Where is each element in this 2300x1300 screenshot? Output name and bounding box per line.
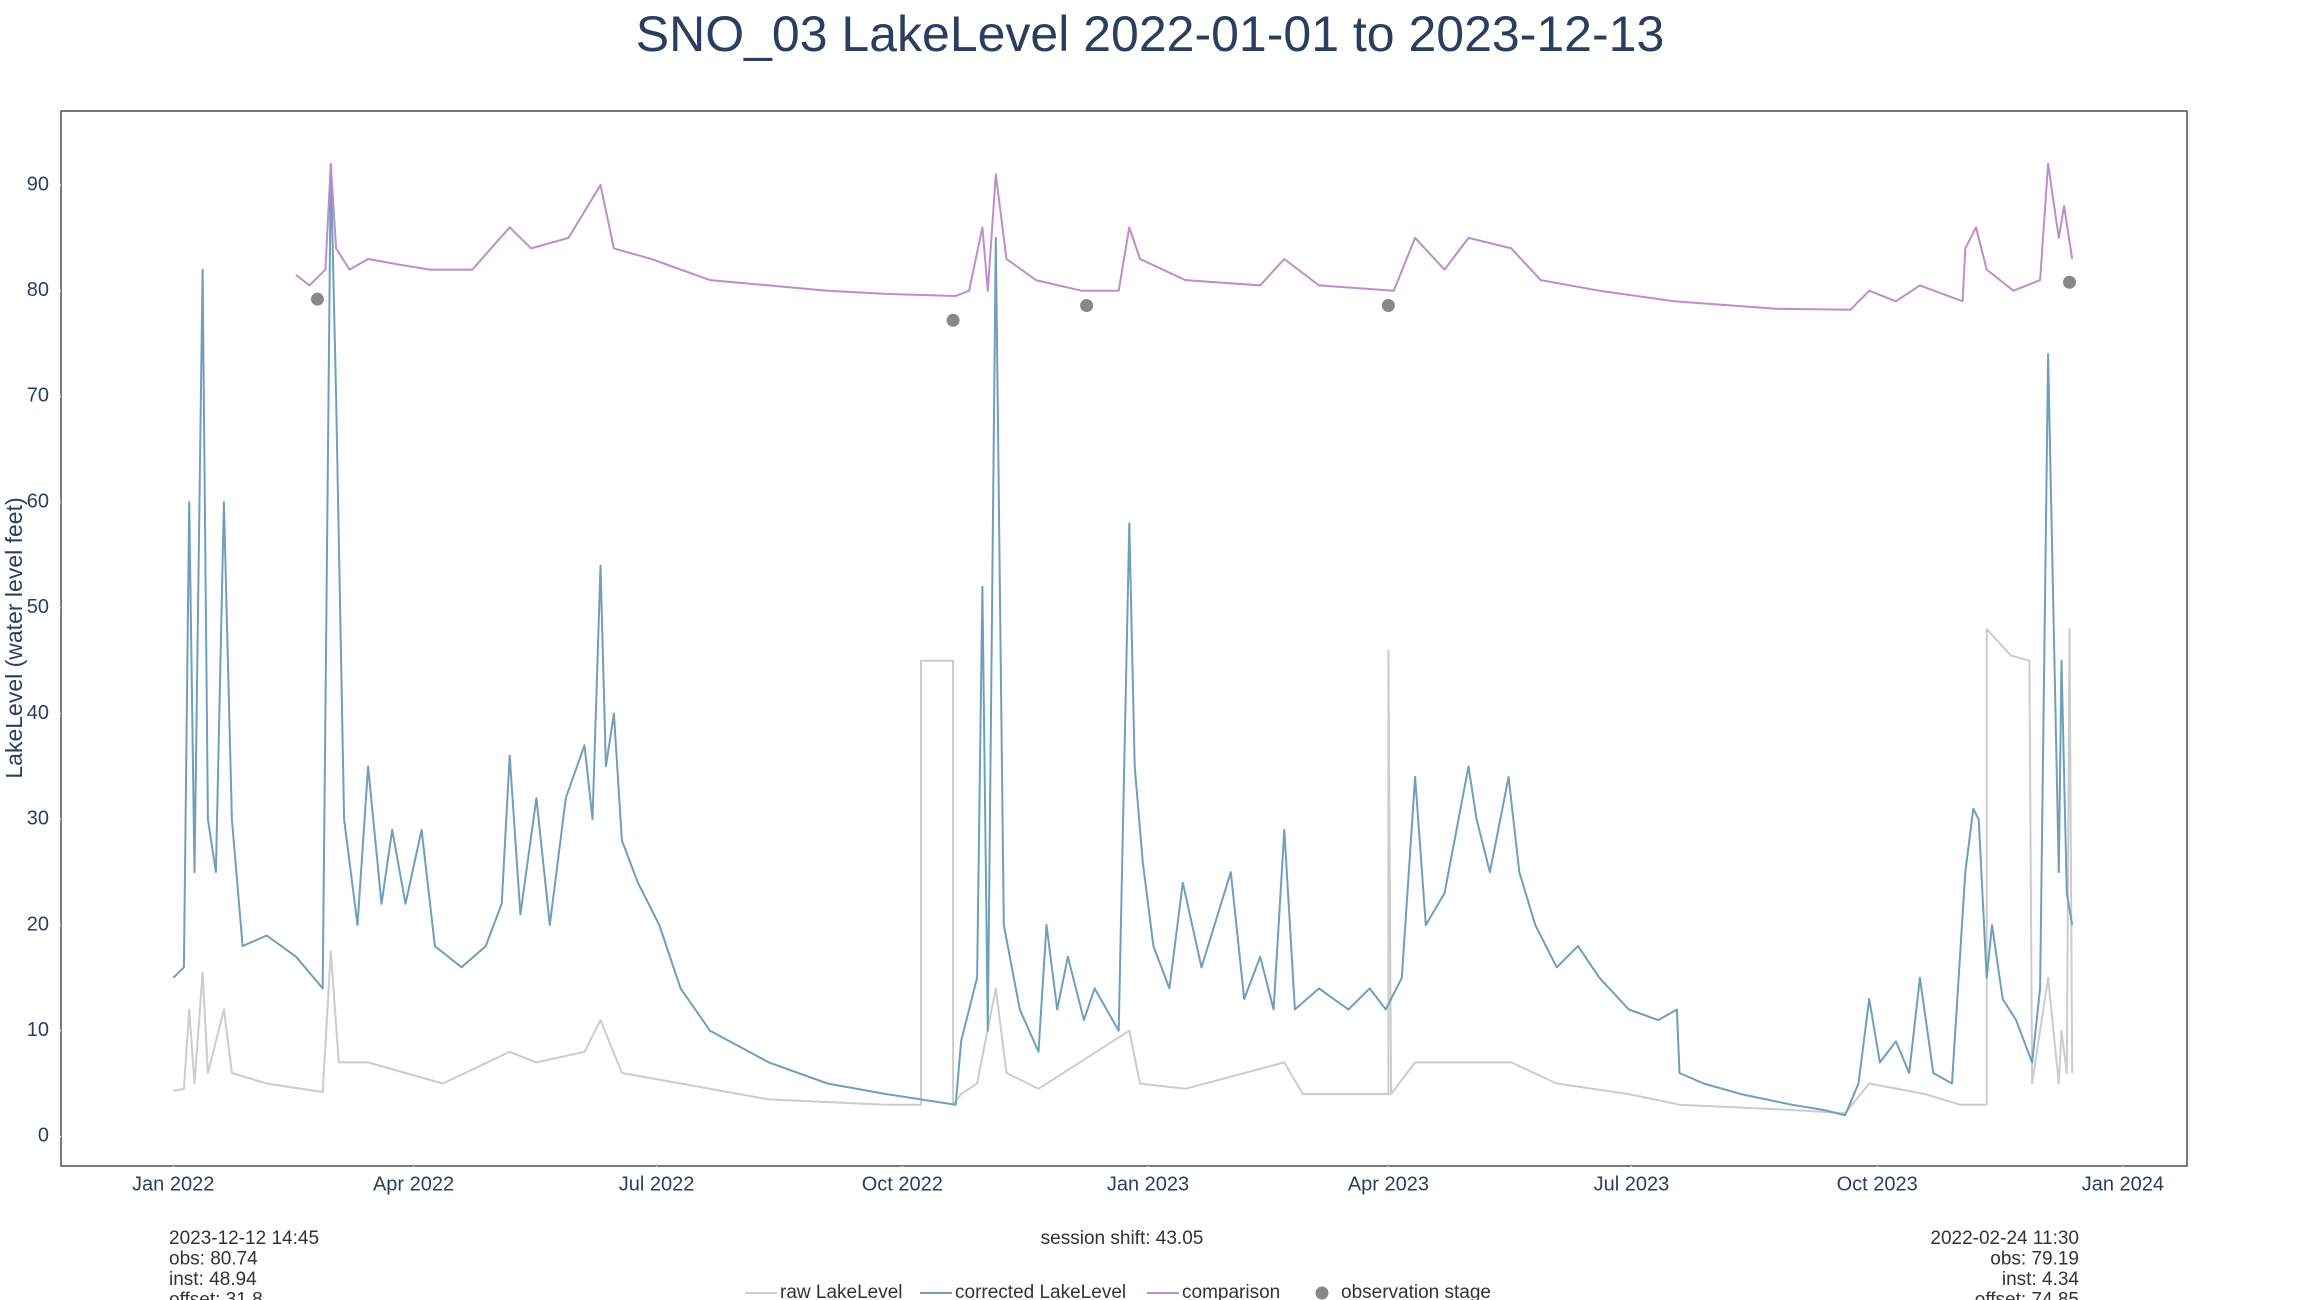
x-tick-label: Jan 2024 — [2082, 1173, 2164, 1195]
y-tick-label: 0 — [38, 1125, 49, 1147]
y-tick-label: 80 — [27, 279, 49, 301]
x-tick-label: Jul 2023 — [1594, 1173, 1670, 1195]
observation-point — [1080, 299, 1094, 313]
series-line — [173, 628, 2074, 1115]
observation-point — [946, 313, 960, 327]
legend-label: raw LakeLevel — [780, 1282, 903, 1300]
series-line — [172, 162, 2074, 1117]
legend-label: comparison — [1182, 1282, 1280, 1300]
legend-label: corrected LakeLevel — [955, 1282, 1126, 1300]
plot-frame — [60, 110, 2188, 1167]
observation-point — [310, 292, 324, 306]
y-axis-label: LakeLevel (water level feet) — [1, 497, 27, 778]
annotation: inst: 48.94 — [169, 1269, 257, 1290]
annotation: offset: 74.85 — [1975, 1290, 2079, 1300]
x-tick-label: Jan 2022 — [132, 1173, 214, 1195]
y-tick-label: 70 — [27, 385, 49, 407]
x-tick-label: Apr 2023 — [1348, 1173, 1429, 1195]
legend-symbol — [1315, 1286, 1329, 1300]
annotation: 2022-02-24 11:30 — [1930, 1228, 2079, 1249]
y-tick-label: 10 — [27, 1019, 49, 1041]
y-tick-label: 30 — [27, 808, 49, 830]
x-tick-label: Oct 2023 — [1837, 1173, 1918, 1195]
y-tick-label: 90 — [27, 173, 49, 195]
x-tick-label: Jan 2023 — [1107, 1173, 1189, 1195]
legend-label: observation stage — [1341, 1282, 1491, 1300]
y-tick-label: 60 — [27, 490, 49, 512]
x-tick-label: Apr 2022 — [373, 1173, 454, 1195]
annotation: obs: 79.19 — [1990, 1249, 2079, 1270]
annotation: session shift: 43.05 — [1041, 1228, 1204, 1249]
x-tick-label: Oct 2022 — [862, 1173, 943, 1195]
annotation: 2023-12-12 14:45 — [169, 1228, 319, 1249]
y-tick-label: 50 — [27, 596, 49, 618]
observation-point — [1381, 299, 1395, 313]
chart-title: SNO_03 LakeLevel 2022-01-01 to 2023-12-1… — [636, 6, 1665, 62]
annotation: inst: 4.34 — [2002, 1269, 2080, 1290]
y-tick-label: 20 — [27, 913, 49, 935]
annotation: offset: 31.8 — [169, 1290, 263, 1300]
annotation: obs: 80.74 — [169, 1249, 258, 1270]
observation-point — [2062, 275, 2076, 289]
x-tick-label: Jul 2022 — [619, 1173, 695, 1195]
y-tick-label: 40 — [27, 702, 49, 724]
series-line — [295, 162, 2074, 311]
